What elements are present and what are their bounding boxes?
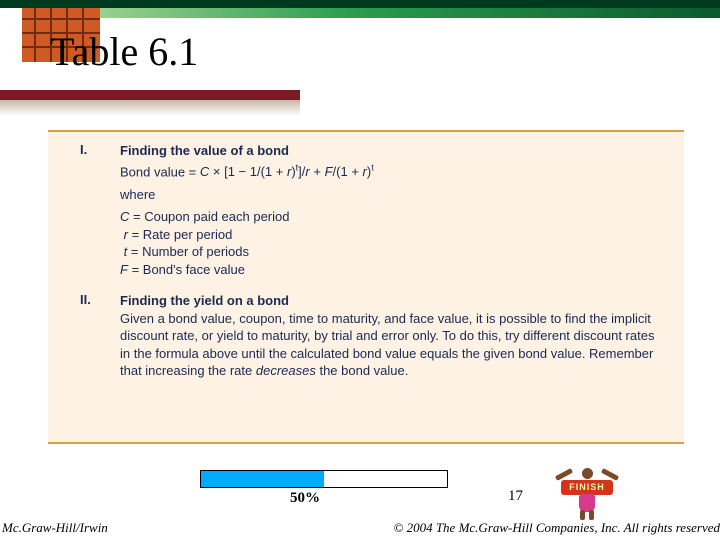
finish-banner-label: FINISH xyxy=(561,480,613,495)
def-r: r = Rate per period xyxy=(120,226,660,244)
section2-number: II. xyxy=(72,292,120,380)
footer-left: Mc.Graw-Hill/Irwin xyxy=(2,520,108,536)
section2-heading: Finding the yield on a bond xyxy=(120,292,660,310)
section1-number: I. xyxy=(72,142,120,278)
title-underline-bar xyxy=(0,90,300,100)
footer-right: © 2004 The Mc.Graw-Hill Companies, Inc. … xyxy=(393,520,720,536)
top-strip xyxy=(0,0,720,8)
page-number: 17 xyxy=(508,488,523,505)
def-t: t = Number of periods xyxy=(120,243,660,261)
top-gradient-bar xyxy=(100,8,720,18)
finish-icon: FINISH xyxy=(555,466,619,518)
section2-body-b: the bond value. xyxy=(316,363,409,378)
progress-label: 50% xyxy=(290,490,320,507)
section1-heading: Finding the value of a bond xyxy=(120,142,660,160)
where-label: where xyxy=(120,186,660,204)
title-underline-fade xyxy=(0,100,300,116)
progress-fill xyxy=(201,471,324,487)
def-c: C = Coupon paid each period xyxy=(120,208,660,226)
section2-body-em: decreases xyxy=(256,363,316,378)
variable-definitions: C = Coupon paid each period r = Rate per… xyxy=(120,208,660,278)
formula-body: C × [1 − 1/(1 + r)t]/r + F/(1 + r)t xyxy=(200,164,374,179)
slide-title: Table 6.1 xyxy=(50,28,198,75)
def-f: F = Bond's face value xyxy=(120,261,660,279)
section2-body: Given a bond value, coupon, time to matu… xyxy=(120,310,660,380)
formula-prefix: Bond value = xyxy=(120,164,200,179)
content-panel: I. Finding the value of a bond Bond valu… xyxy=(48,130,684,444)
progress-bar xyxy=(200,470,448,488)
bond-value-formula: Bond value = C × [1 − 1/(1 + r)t]/r + F/… xyxy=(120,162,660,181)
